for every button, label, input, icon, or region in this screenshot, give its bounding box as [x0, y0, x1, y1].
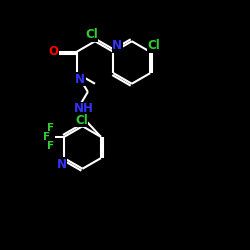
Text: F: F	[43, 132, 50, 142]
Text: F: F	[47, 123, 54, 133]
Text: N: N	[75, 73, 85, 86]
Text: F: F	[47, 140, 54, 150]
Text: N: N	[112, 39, 122, 52]
Text: O: O	[48, 46, 58, 58]
Text: Cl: Cl	[75, 114, 88, 126]
Text: NH: NH	[74, 102, 94, 115]
Text: Cl: Cl	[85, 28, 98, 42]
Text: N: N	[56, 158, 66, 171]
Text: Cl: Cl	[148, 39, 160, 52]
